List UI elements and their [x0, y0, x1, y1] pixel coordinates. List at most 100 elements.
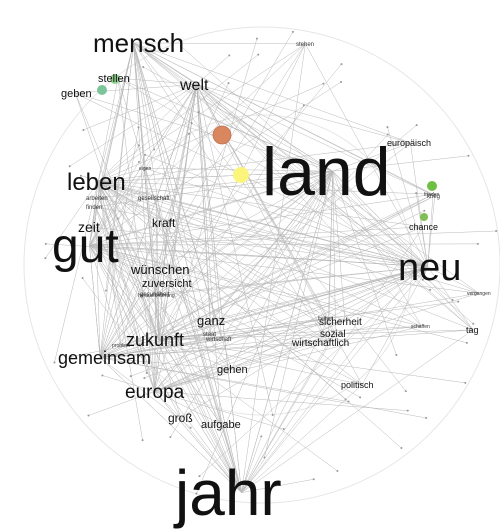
peripheral-node-5 [87, 414, 90, 417]
peripheral-node-35 [340, 80, 343, 83]
edge-203 [89, 245, 101, 358]
edge-184 [158, 339, 232, 370]
edge-305 [264, 171, 333, 458]
edge-198 [155, 293, 160, 340]
edge-243 [196, 84, 411, 144]
n-green-geben [97, 85, 107, 95]
peripheral-node-33 [476, 242, 479, 245]
edge-281 [45, 181, 99, 259]
peripheral-node-67 [144, 153, 147, 156]
edge-323 [54, 181, 99, 363]
edge-276 [105, 42, 134, 291]
edge-256 [117, 218, 159, 340]
edge-74 [89, 244, 329, 319]
edge-162 [154, 391, 222, 425]
edge-6 [157, 170, 333, 270]
peripheral-node-68 [53, 361, 56, 364]
edge-255 [133, 42, 453, 301]
edge-11 [231, 171, 333, 370]
edge-269 [99, 127, 139, 358]
edge-268 [158, 210, 425, 340]
edge-296 [241, 436, 262, 493]
peripheral-node-65 [347, 400, 350, 403]
edge-179 [158, 339, 181, 418]
word-aufgabe: aufgabe [201, 419, 241, 431]
edge-101 [210, 266, 428, 335]
edge-41 [241, 226, 424, 493]
peripheral-node-15 [395, 354, 398, 357]
edge-167 [95, 206, 155, 392]
edge-304 [98, 181, 402, 449]
edge-119 [133, 42, 212, 334]
peripheral-node-48 [101, 374, 104, 377]
word-leben: leben [67, 169, 126, 196]
edge-144 [98, 43, 306, 182]
edge-136 [98, 181, 346, 322]
edge-174 [89, 245, 159, 340]
peripheral-node-6 [386, 126, 389, 129]
edge-195 [158, 326, 422, 340]
edge-238 [170, 84, 197, 284]
edge-142 [98, 181, 474, 331]
word-wuenschen: wünschen [130, 262, 190, 277]
edge-57 [89, 245, 181, 418]
peripheral-node-62 [425, 416, 428, 419]
peripheral-node-24 [415, 124, 418, 127]
peripheral-node-30 [129, 375, 132, 378]
edge-309 [69, 84, 197, 167]
peripheral-node-43 [81, 277, 84, 280]
peripheral-node-23 [179, 45, 182, 48]
edge-75 [332, 171, 428, 267]
edge-94 [98, 197, 428, 267]
edge-83 [210, 266, 428, 321]
peripheral-node-25 [421, 278, 424, 281]
edge-299 [198, 111, 333, 172]
edge-131 [92, 181, 99, 228]
peripheral-node-9 [153, 148, 156, 151]
word-tag: tag [466, 325, 479, 335]
edge-106 [97, 42, 134, 182]
word-problem: problem [112, 343, 130, 349]
peripheral-node-0 [451, 299, 454, 302]
edge-177 [97, 181, 159, 340]
edge-287 [99, 357, 191, 428]
n-yellow [233, 167, 249, 183]
edge-315 [143, 66, 333, 172]
word-sozial: sozial [320, 329, 346, 340]
edge-141 [98, 142, 411, 182]
peripheral-node-46 [169, 436, 172, 439]
edge-59 [89, 222, 168, 246]
edge-226 [196, 84, 333, 172]
edge-188 [158, 142, 411, 340]
edge-248 [196, 84, 422, 327]
edge-278 [180, 45, 428, 267]
word-wirtschaft: wirtschaft [205, 337, 232, 343]
edge-91 [361, 266, 428, 385]
edge-109 [92, 42, 134, 228]
peripheral-node-66 [187, 132, 190, 135]
edge-17 [98, 170, 333, 199]
edge-175 [158, 266, 428, 340]
word-land: land [262, 134, 391, 210]
edge-229 [196, 84, 428, 267]
edge-251 [196, 84, 222, 339]
peripheral-node-58 [495, 230, 498, 233]
word-geben: geben [61, 88, 92, 100]
edge-262 [158, 105, 305, 340]
edge-320 [100, 357, 349, 402]
word-europaeisch: europäisch [387, 138, 431, 148]
edge-282 [99, 31, 294, 358]
edge-318 [98, 83, 324, 182]
edge-139 [98, 181, 424, 228]
word-labels: land jahr gut neu mensch leben europa gemeinsam… [52, 28, 491, 529]
peripheral-node-53 [386, 133, 389, 136]
word-ganz: ganz [197, 313, 225, 328]
peripheral-node-38 [472, 322, 475, 325]
edge-163 [154, 321, 346, 392]
edge-306 [154, 391, 408, 411]
edge-249 [120, 84, 197, 346]
n-green-stellen [110, 74, 120, 84]
word-staat: staat [203, 332, 216, 338]
peripheral-node-54 [68, 165, 71, 168]
